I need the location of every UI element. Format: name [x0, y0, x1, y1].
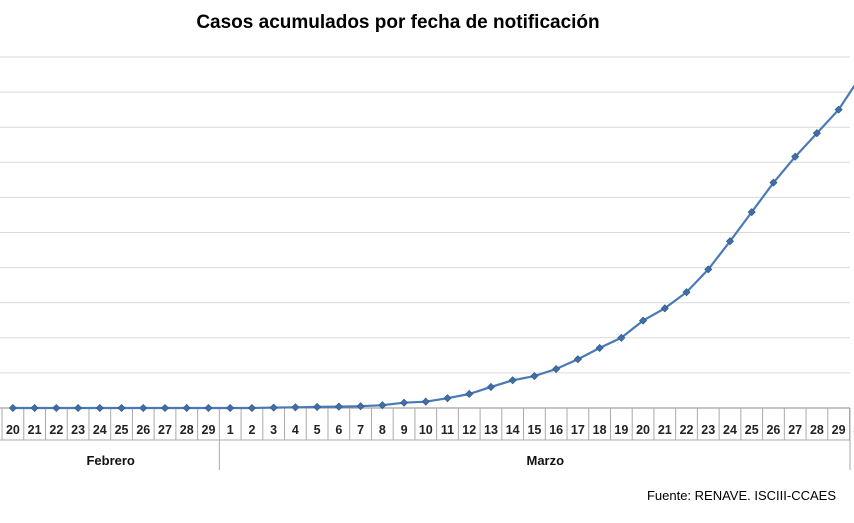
data-point: [247, 403, 256, 413]
gridlines: [0, 56, 850, 374]
data-point: [160, 403, 170, 413]
data-point: [8, 403, 17, 413]
x-tick-label: 24: [93, 423, 107, 437]
x-tick-labels: 20 21 22 23 24 25 26 27 28 29 1 2 3 4 5 6 7 8 9 10 11 12 13 14 1…: [6, 423, 854, 437]
data-point: [52, 403, 61, 413]
x-tick-label: 25: [115, 423, 129, 437]
x-tick-label: 15: [527, 423, 541, 437]
x-tick-label: 26: [766, 423, 780, 437]
data-points: [8, 105, 843, 413]
data-point: [573, 355, 582, 364]
data-point: [313, 402, 322, 411]
chart-title: Casos acumulados por fecha de notificaci…: [196, 12, 600, 33]
x-tick-label: 29: [832, 423, 846, 437]
data-point: [704, 265, 713, 274]
x-tick-label: 27: [788, 423, 802, 437]
data-point: [725, 237, 735, 246]
data-point: [769, 178, 778, 187]
data-point: [486, 382, 495, 391]
x-tick-label: 27: [158, 423, 172, 437]
data-point: [378, 401, 387, 410]
x-tick-label: 12: [462, 423, 476, 437]
data-point: [530, 372, 539, 381]
x-tick-label: 6: [335, 423, 342, 437]
x-tick-label: 22: [49, 423, 63, 437]
x-tick-label: 19: [614, 423, 628, 437]
data-point: [30, 403, 39, 413]
x-tick-label: 3: [270, 423, 277, 437]
x-tick-label: 13: [484, 423, 498, 437]
x-tick-label: 20: [6, 423, 20, 437]
series-line: [12, 84, 854, 410]
x-tick-label: 28: [180, 423, 194, 437]
data-point: [660, 304, 669, 313]
data-point: [400, 398, 409, 407]
x-tick-label: 11: [441, 423, 454, 437]
x-tick-label: 2: [248, 423, 255, 437]
source-note: Fuente: RENAVE. ISCIII-CCAES: [646, 488, 836, 503]
data-point: [834, 105, 843, 114]
data-point: [334, 402, 343, 411]
x-tick-label: 29: [202, 423, 216, 437]
data-point: [465, 389, 474, 398]
data-point: [139, 403, 148, 413]
data-point: [443, 394, 452, 403]
data-point: [639, 316, 648, 325]
x-tick-label: 20: [636, 423, 650, 437]
x-tick-label: 4: [292, 423, 299, 437]
x-tick-label: 7: [357, 423, 364, 437]
x-tick-label: 14: [506, 423, 520, 437]
month-label: Febrero: [86, 453, 134, 468]
x-tick-label: 16: [549, 423, 563, 437]
x-tick-label: 24: [723, 423, 737, 437]
data-point: [791, 152, 800, 161]
x-tick-label: 8: [379, 423, 386, 437]
data-point: [226, 403, 235, 413]
x-tick-label: 17: [571, 423, 585, 437]
x-tick-label: 5: [314, 423, 321, 437]
x-tick-label: 1: [227, 423, 234, 437]
x-tick-label: 21: [658, 423, 672, 437]
x-tick-label: 23: [701, 423, 715, 437]
data-point: [747, 208, 756, 217]
data-point: [682, 288, 691, 297]
x-tick-label: 28: [810, 423, 824, 437]
x-tick-label: 25: [745, 423, 759, 437]
month-labels: Febrero Marzo: [86, 440, 564, 470]
x-tick-label: 9: [401, 423, 408, 437]
data-point: [595, 343, 604, 353]
data-point: [269, 403, 278, 412]
data-point: [617, 333, 626, 342]
data-point: [508, 376, 517, 385]
data-point: [74, 403, 83, 413]
x-tick-label: 18: [593, 423, 607, 437]
data-point: [356, 402, 365, 411]
month-label: Marzo: [527, 453, 565, 468]
x-tick-label: 21: [28, 423, 42, 437]
x-tick-label: 23: [71, 423, 85, 437]
data-point: [812, 129, 821, 138]
data-point: [204, 403, 213, 413]
x-tick-label: 10: [419, 423, 433, 437]
data-point: [291, 403, 300, 412]
data-point: [421, 397, 430, 406]
data-point: [552, 365, 561, 374]
x-tick-label: 26: [136, 423, 150, 437]
data-point: [117, 403, 126, 413]
x-tick-label: 22: [680, 423, 694, 437]
data-point: [182, 403, 191, 413]
data-point: [95, 403, 104, 413]
